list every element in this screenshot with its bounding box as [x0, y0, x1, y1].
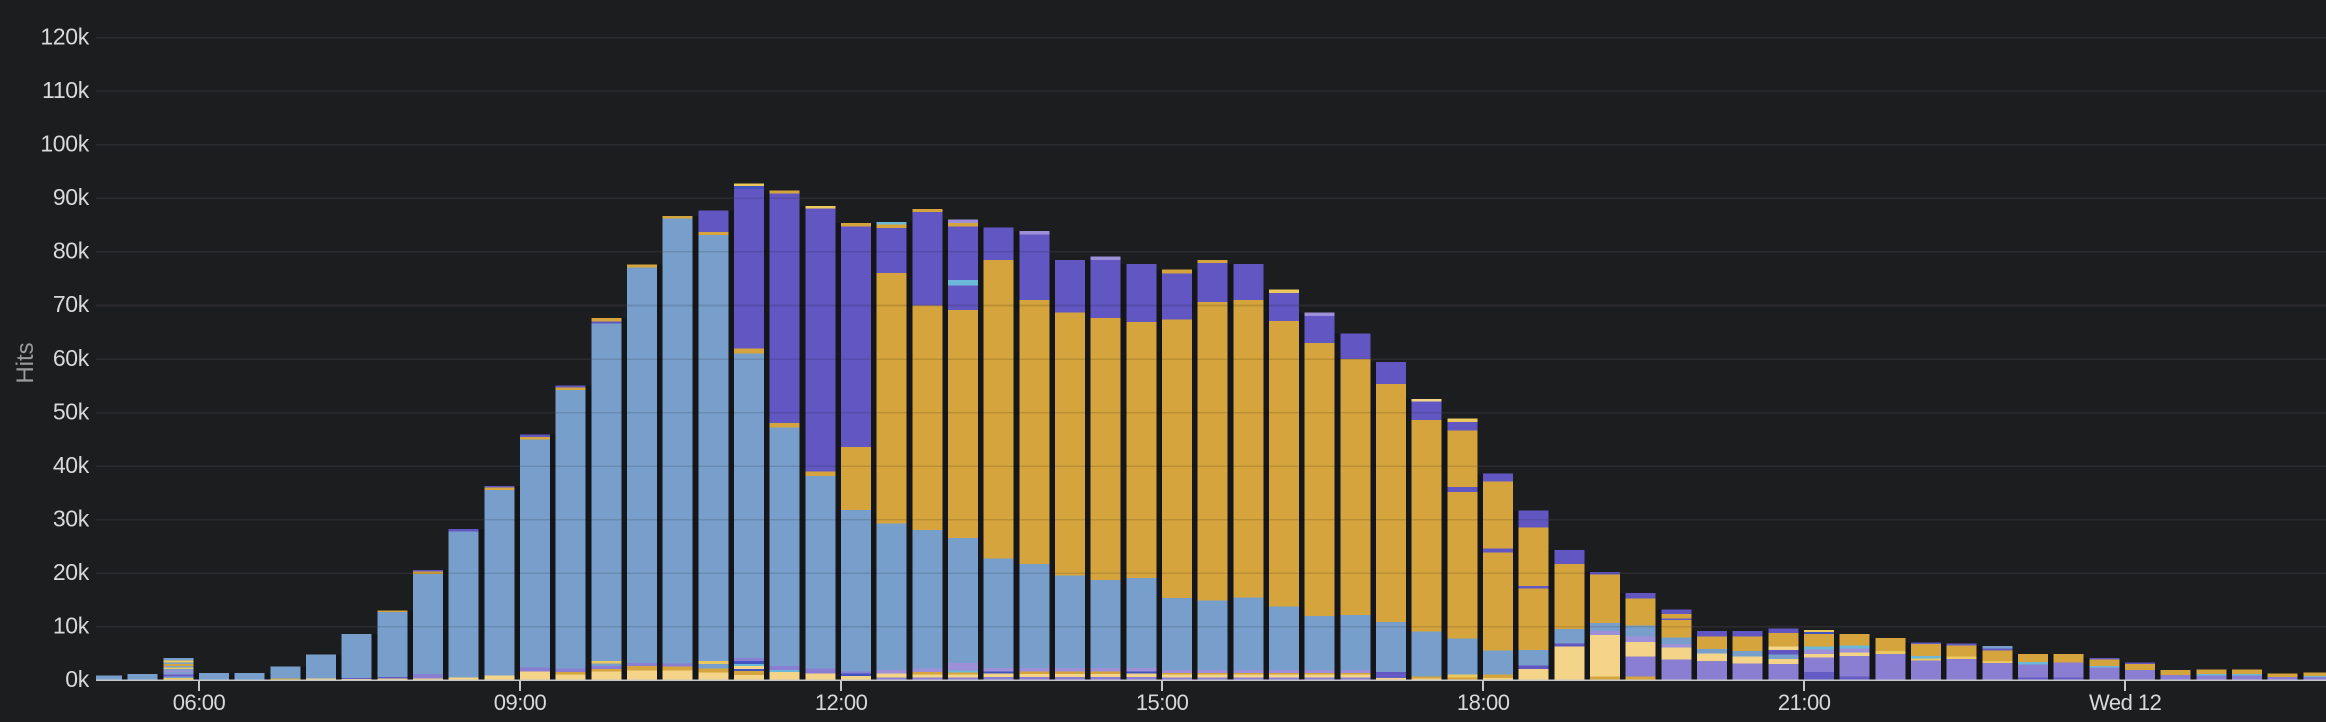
- svg-text:15:00: 15:00: [1136, 690, 1189, 715]
- svg-text:Wed 12: Wed 12: [2089, 690, 2162, 715]
- svg-text:10k: 10k: [53, 613, 90, 639]
- svg-text:12:00: 12:00: [815, 690, 868, 715]
- svg-text:100k: 100k: [40, 131, 89, 157]
- svg-text:120k: 120k: [40, 23, 89, 49]
- svg-text:110k: 110k: [42, 77, 90, 103]
- svg-text:50k: 50k: [53, 398, 90, 424]
- svg-text:20k: 20k: [53, 559, 90, 585]
- svg-text:90k: 90k: [53, 184, 90, 210]
- svg-text:70k: 70k: [53, 291, 90, 317]
- svg-text:60k: 60k: [53, 345, 90, 371]
- svg-text:21:00: 21:00: [1778, 690, 1831, 715]
- svg-text:Hits: Hits: [12, 342, 39, 383]
- svg-text:40k: 40k: [53, 452, 90, 478]
- svg-text:0k: 0k: [65, 666, 89, 692]
- svg-text:06:00: 06:00: [173, 690, 226, 715]
- svg-text:80k: 80k: [53, 238, 90, 264]
- svg-text:18:00: 18:00: [1457, 690, 1510, 715]
- svg-text:30k: 30k: [53, 506, 90, 532]
- svg-text:09:00: 09:00: [494, 690, 547, 715]
